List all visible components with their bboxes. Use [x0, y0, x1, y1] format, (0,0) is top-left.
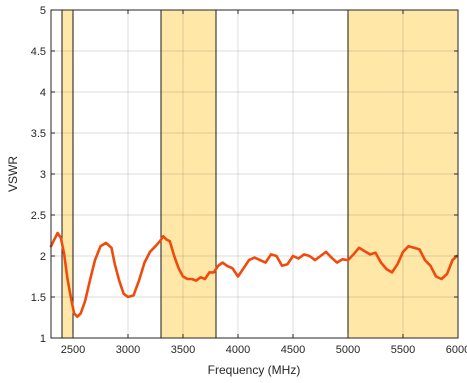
y-tick-label: 3.5: [31, 128, 46, 140]
band-2: [160, 9, 217, 339]
y-tick-label: 4.5: [31, 46, 46, 58]
y-tick-label: 1: [40, 333, 46, 345]
y-tick-label: 1.5: [31, 292, 46, 304]
x-tick-label: 5500: [391, 344, 415, 356]
x-tick-label: 2500: [61, 344, 85, 356]
y-axis-ticks: 1 1.5 2 2.5 3 3.5 4 4.5 5: [31, 5, 458, 345]
x-tick-label: 4000: [226, 344, 250, 356]
y-tick-label: 2.5: [31, 210, 46, 222]
y-tick-label: 3: [40, 169, 46, 181]
x-axis-ticks: 2500 3000 3500 4000 4500 5000 5500 6000: [61, 10, 467, 356]
x-tick-label: 3500: [171, 344, 195, 356]
x-tick-label: 5000: [336, 344, 360, 356]
x-tick-label: 3000: [116, 344, 140, 356]
x-tick-label: 4500: [281, 344, 305, 356]
x-tick-label: 6000: [446, 344, 467, 356]
y-axis-label: VSWR: [6, 156, 20, 192]
x-axis-label: Frequency (MHz): [208, 363, 301, 377]
y-tick-label: 2: [40, 251, 46, 263]
series-layer: [49, 231, 459, 319]
y-tick-label: 5: [40, 5, 46, 17]
series-line-1: [49, 231, 459, 319]
y-tick-label: 4: [40, 87, 46, 99]
